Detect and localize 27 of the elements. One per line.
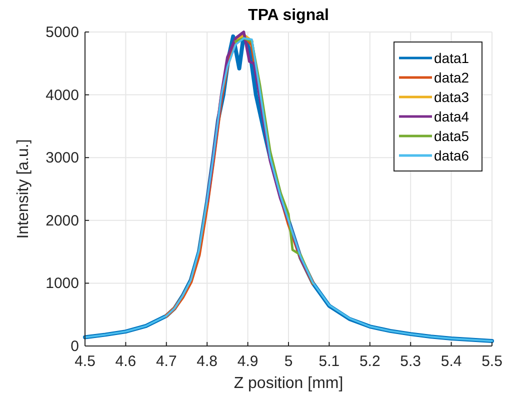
- x-tick-label: 4.7: [156, 353, 177, 370]
- y-tick-label: 3000: [46, 150, 79, 167]
- y-tick-label: 1000: [46, 275, 79, 292]
- y-tick-label: 5000: [46, 24, 79, 41]
- x-tick-label: 4.9: [237, 353, 258, 370]
- y-tick-label: 0: [70, 338, 79, 355]
- x-tick-label: 4.8: [196, 353, 218, 370]
- x-tick-label: 5: [284, 353, 293, 370]
- x-tick-label: 5.5: [482, 353, 502, 370]
- x-tick-label: 5.4: [440, 353, 462, 370]
- legend-label: data2: [434, 70, 470, 86]
- x-tick-label: 4.5: [74, 353, 96, 370]
- y-axis-title: Intensity [a.u.]: [15, 139, 32, 239]
- line-series: [234, 37, 314, 284]
- x-axis-title: Z position [mm]: [234, 375, 344, 392]
- y-tick-label: 2000: [46, 212, 79, 230]
- legend-label: data1: [434, 50, 470, 66]
- x-tick-label: 4.6: [115, 353, 136, 370]
- legend-label: data4: [434, 108, 470, 124]
- legend-label: data3: [434, 89, 470, 105]
- x-tick-label: 5.2: [359, 353, 380, 370]
- x-tick-label: 5.3: [400, 353, 422, 370]
- y-tick-label: 4000: [46, 86, 79, 104]
- legend-label: data6: [434, 148, 470, 164]
- legend-label: data5: [434, 128, 470, 144]
- x-tick-label: 5.1: [318, 353, 340, 370]
- chart-title: TPA signal: [248, 7, 329, 24]
